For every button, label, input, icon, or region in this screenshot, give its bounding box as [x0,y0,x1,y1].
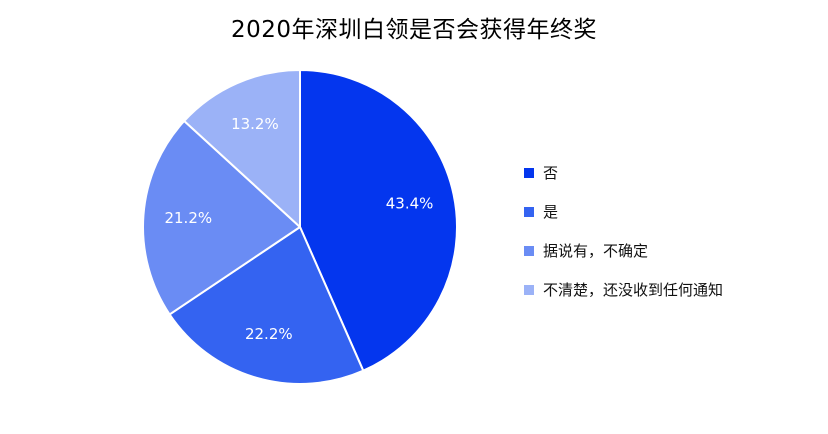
legend-label: 否 [543,164,559,182]
legend-item: 是 [524,192,723,231]
legend-swatch [524,284,534,295]
legend-swatch [524,206,534,217]
legend-item: 否 [524,153,723,192]
slice-value-label: 21.2% [164,209,212,227]
legend-label: 据说有，不确定 [543,242,649,260]
slice-value-label: 22.2% [245,325,293,343]
legend-label: 是 [543,203,559,221]
pie-value-labels: 43.4% 22.2% 21.2% 13.2% [164,115,433,343]
pie-slice [299,69,458,372]
pie-slice [183,69,301,228]
legend: 否是据说有，不确定不清楚，还没收到任何通知 [524,153,723,309]
legend-label: 不清楚，还没收到任何通知 [543,281,724,299]
pie-slice [168,226,365,385]
legend-item: 不清楚，还没收到任何通知 [524,270,723,309]
slice-value-label: 13.2% [231,115,279,133]
slice-value-label: 43.4% [386,194,434,212]
legend-item: 据说有，不确定 [524,231,723,270]
pie-slice [142,119,301,316]
legend-swatch [524,245,534,256]
chart-title: 2020年深圳白领是否会获得年终奖 [230,17,598,43]
pie-slices [142,69,458,385]
legend-swatch [524,167,534,178]
